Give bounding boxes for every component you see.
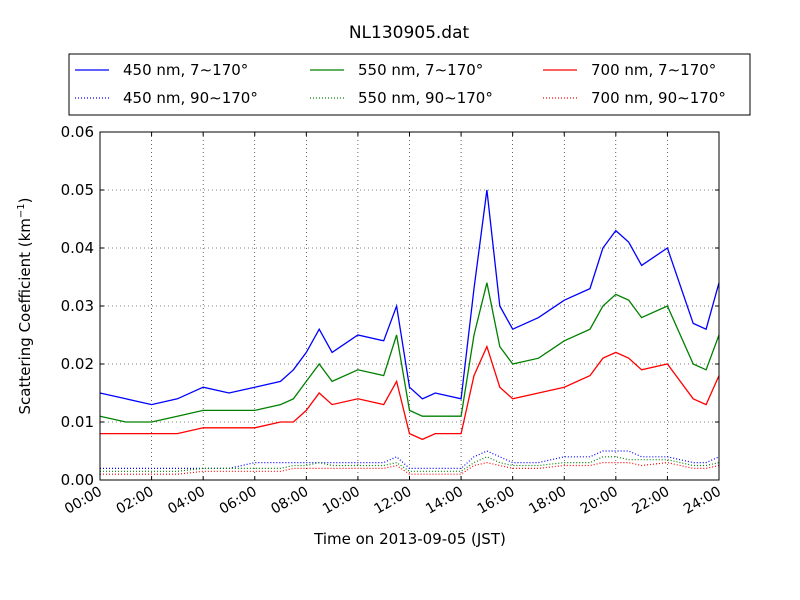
grid [100,132,719,480]
chart-title: NL130905.dat [349,23,470,43]
x-tick-label: 22:00 [629,484,672,518]
legend-label: 700 nm, 7∼170° [591,61,716,79]
y-tick-label: 0.06 [61,123,94,141]
y-axis-label-end: ) [16,197,34,203]
legend-label: 550 nm, 7∼170° [358,61,483,79]
x-tick-label: 12:00 [372,484,415,518]
x-tick-label: 24:00 [681,484,724,518]
ticks: 00:00 02:00 04:00 06:00 08:00 10:00 12:00 14:00… [61,123,724,518]
y-tick-label: 0.02 [61,355,94,373]
x-tick-label: 08:00 [268,484,311,518]
x-tick-label: 20:00 [578,484,621,518]
x-tick-label: 06:00 [217,484,260,518]
y-axis-label-sup: −1 [16,203,27,218]
y-tick-label: 0.04 [61,239,94,257]
y-tick-label: 0.00 [61,471,94,489]
legend-label: 550 nm, 90∼170° [358,89,493,107]
series-line-2 [99,282,720,423]
y-tick-label: 0.03 [61,297,94,315]
legend-label: 450 nm, 90∼170° [123,89,258,107]
legend-label: 700 nm, 90∼170° [591,89,726,107]
legend-label: 450 nm, 7∼170° [123,61,248,79]
x-tick-label: 14:00 [423,484,466,518]
y-tick-label: 0.01 [61,413,94,431]
y-axis-label: Scattering Coefficient (km−1) [16,197,34,414]
legend: 450 nm, 7∼170° 550 nm, 7∼170° 700 nm, 7∼17… [68,53,751,116]
x-tick-label: 04:00 [165,484,208,518]
y-tick-label: 0.05 [61,181,94,199]
y-axis-label-main: Scattering Coefficient (km [16,218,34,414]
x-axis-label: Time on 2013-09-05 (JST) [313,530,506,548]
x-tick-label: 18:00 [526,484,569,518]
series-line-3 [100,344,720,441]
series-line-1 [99,189,720,406]
x-tick-label: 02:00 [114,484,157,518]
series-layer [99,189,720,475]
x-tick-label: 10:00 [320,484,363,518]
legend-box [68,53,751,116]
x-tick-label: 16:00 [475,484,518,518]
